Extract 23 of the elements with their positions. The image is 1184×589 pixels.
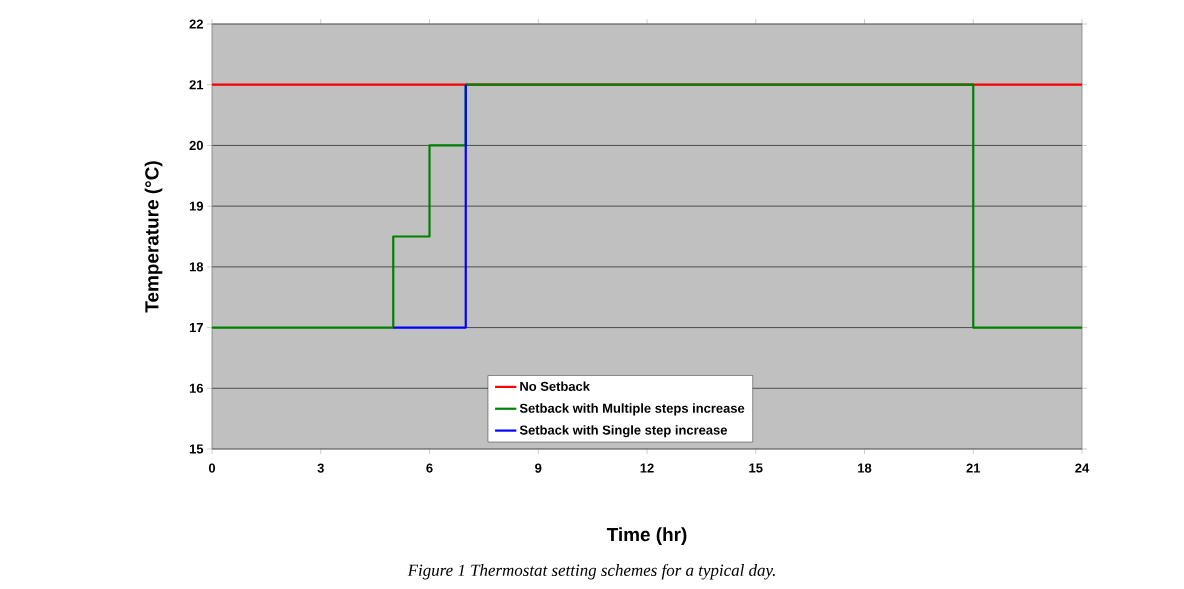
legend-label: No Setback [520,381,590,391]
x-tick-label: 15 [749,463,763,473]
x-axis-title: Time (hr) [606,527,687,545]
y-tick-label: 15 [189,444,204,454]
legend-label: Setback with Multiple steps increase [519,403,745,416]
y-tick-label: 16 [189,383,204,393]
y-tick-label: 20 [189,140,203,151]
y-tick-label: 17 [189,323,203,333]
y-tick-label: 19 [189,201,204,211]
x-tick-label: 6 [426,463,433,473]
x-tick-label: 24 [1075,463,1090,473]
x-tick-label: 18 [858,463,872,473]
y-tick-label: 18 [189,262,204,272]
y-tick-label: 22 [189,19,203,29]
text: Figure 1 Thermostat setting schemes for a typical day. [407,563,775,580]
y-axis-title: Temperature (°C) [144,161,163,313]
legend-label: Setback with Single step increase [519,425,727,438]
x-tick-label: 21 [966,463,981,473]
x-tick-label: 0 [208,463,216,473]
x-tick-label: 12 [640,463,654,473]
x-tick-label: 3 [317,463,324,473]
x-tick-label: 9 [535,463,542,473]
y-tick-label: 21 [189,80,204,90]
